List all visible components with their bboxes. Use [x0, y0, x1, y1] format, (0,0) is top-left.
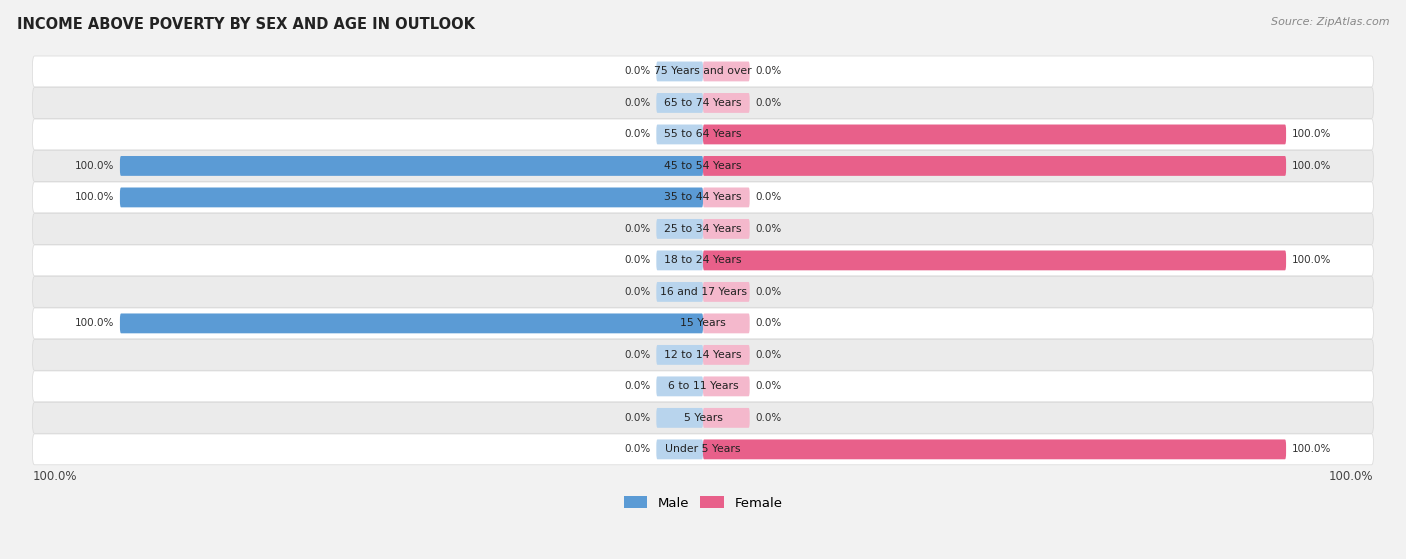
Text: 0.0%: 0.0% [624, 130, 651, 139]
FancyBboxPatch shape [32, 434, 1374, 465]
FancyBboxPatch shape [120, 314, 703, 333]
Text: 25 to 34 Years: 25 to 34 Years [664, 224, 742, 234]
Text: 5 Years: 5 Years [683, 413, 723, 423]
Text: 75 Years and over: 75 Years and over [654, 67, 752, 77]
Text: 0.0%: 0.0% [755, 413, 782, 423]
Text: 100.0%: 100.0% [32, 470, 77, 483]
FancyBboxPatch shape [703, 156, 1286, 176]
FancyBboxPatch shape [657, 219, 703, 239]
Text: 100.0%: 100.0% [1292, 444, 1331, 454]
FancyBboxPatch shape [703, 61, 749, 82]
FancyBboxPatch shape [32, 371, 1374, 402]
FancyBboxPatch shape [703, 314, 749, 333]
FancyBboxPatch shape [657, 376, 703, 396]
FancyBboxPatch shape [32, 119, 1374, 150]
Text: 100.0%: 100.0% [75, 161, 114, 171]
Text: Under 5 Years: Under 5 Years [665, 444, 741, 454]
Text: 0.0%: 0.0% [624, 287, 651, 297]
FancyBboxPatch shape [703, 187, 749, 207]
FancyBboxPatch shape [703, 250, 1286, 271]
Text: 18 to 24 Years: 18 to 24 Years [664, 255, 742, 266]
FancyBboxPatch shape [657, 282, 703, 302]
FancyBboxPatch shape [32, 402, 1374, 433]
Text: 16 and 17 Years: 16 and 17 Years [659, 287, 747, 297]
FancyBboxPatch shape [32, 245, 1374, 276]
FancyBboxPatch shape [657, 61, 703, 82]
Text: 0.0%: 0.0% [624, 413, 651, 423]
FancyBboxPatch shape [32, 277, 1374, 307]
Legend: Male, Female: Male, Female [620, 492, 786, 514]
FancyBboxPatch shape [32, 182, 1374, 213]
Text: 0.0%: 0.0% [755, 192, 782, 202]
Text: 100.0%: 100.0% [1292, 255, 1331, 266]
Text: 0.0%: 0.0% [624, 381, 651, 391]
Text: 0.0%: 0.0% [755, 381, 782, 391]
FancyBboxPatch shape [657, 439, 703, 459]
FancyBboxPatch shape [703, 345, 749, 365]
Text: 0.0%: 0.0% [755, 319, 782, 328]
FancyBboxPatch shape [120, 187, 703, 207]
Text: 0.0%: 0.0% [755, 350, 782, 360]
FancyBboxPatch shape [703, 439, 1286, 459]
Text: 100.0%: 100.0% [75, 192, 114, 202]
FancyBboxPatch shape [703, 376, 749, 396]
FancyBboxPatch shape [703, 282, 749, 302]
FancyBboxPatch shape [657, 250, 703, 271]
Text: INCOME ABOVE POVERTY BY SEX AND AGE IN OUTLOOK: INCOME ABOVE POVERTY BY SEX AND AGE IN O… [17, 17, 475, 32]
Text: 0.0%: 0.0% [624, 444, 651, 454]
Text: 100.0%: 100.0% [1292, 161, 1331, 171]
Text: 100.0%: 100.0% [75, 319, 114, 328]
FancyBboxPatch shape [703, 93, 749, 113]
Text: 45 to 54 Years: 45 to 54 Years [664, 161, 742, 171]
Text: 0.0%: 0.0% [624, 255, 651, 266]
FancyBboxPatch shape [657, 345, 703, 365]
FancyBboxPatch shape [32, 214, 1374, 244]
Text: 0.0%: 0.0% [624, 350, 651, 360]
FancyBboxPatch shape [703, 219, 749, 239]
Text: 0.0%: 0.0% [755, 224, 782, 234]
Text: 35 to 44 Years: 35 to 44 Years [664, 192, 742, 202]
Text: 65 to 74 Years: 65 to 74 Years [664, 98, 742, 108]
FancyBboxPatch shape [32, 339, 1374, 370]
FancyBboxPatch shape [32, 308, 1374, 339]
Text: 0.0%: 0.0% [755, 67, 782, 77]
Text: 0.0%: 0.0% [624, 224, 651, 234]
Text: 55 to 64 Years: 55 to 64 Years [664, 130, 742, 139]
Text: 15 Years: 15 Years [681, 319, 725, 328]
FancyBboxPatch shape [703, 125, 1286, 144]
Text: 100.0%: 100.0% [1329, 470, 1374, 483]
Text: 0.0%: 0.0% [755, 98, 782, 108]
Text: 12 to 14 Years: 12 to 14 Years [664, 350, 742, 360]
Text: 0.0%: 0.0% [624, 98, 651, 108]
Text: Source: ZipAtlas.com: Source: ZipAtlas.com [1271, 17, 1389, 27]
Text: 100.0%: 100.0% [1292, 130, 1331, 139]
Text: 6 to 11 Years: 6 to 11 Years [668, 381, 738, 391]
FancyBboxPatch shape [32, 88, 1374, 119]
FancyBboxPatch shape [32, 150, 1374, 181]
Text: 0.0%: 0.0% [624, 67, 651, 77]
FancyBboxPatch shape [657, 408, 703, 428]
FancyBboxPatch shape [120, 156, 703, 176]
Text: 0.0%: 0.0% [755, 287, 782, 297]
FancyBboxPatch shape [657, 125, 703, 144]
FancyBboxPatch shape [32, 56, 1374, 87]
FancyBboxPatch shape [703, 408, 749, 428]
FancyBboxPatch shape [657, 93, 703, 113]
